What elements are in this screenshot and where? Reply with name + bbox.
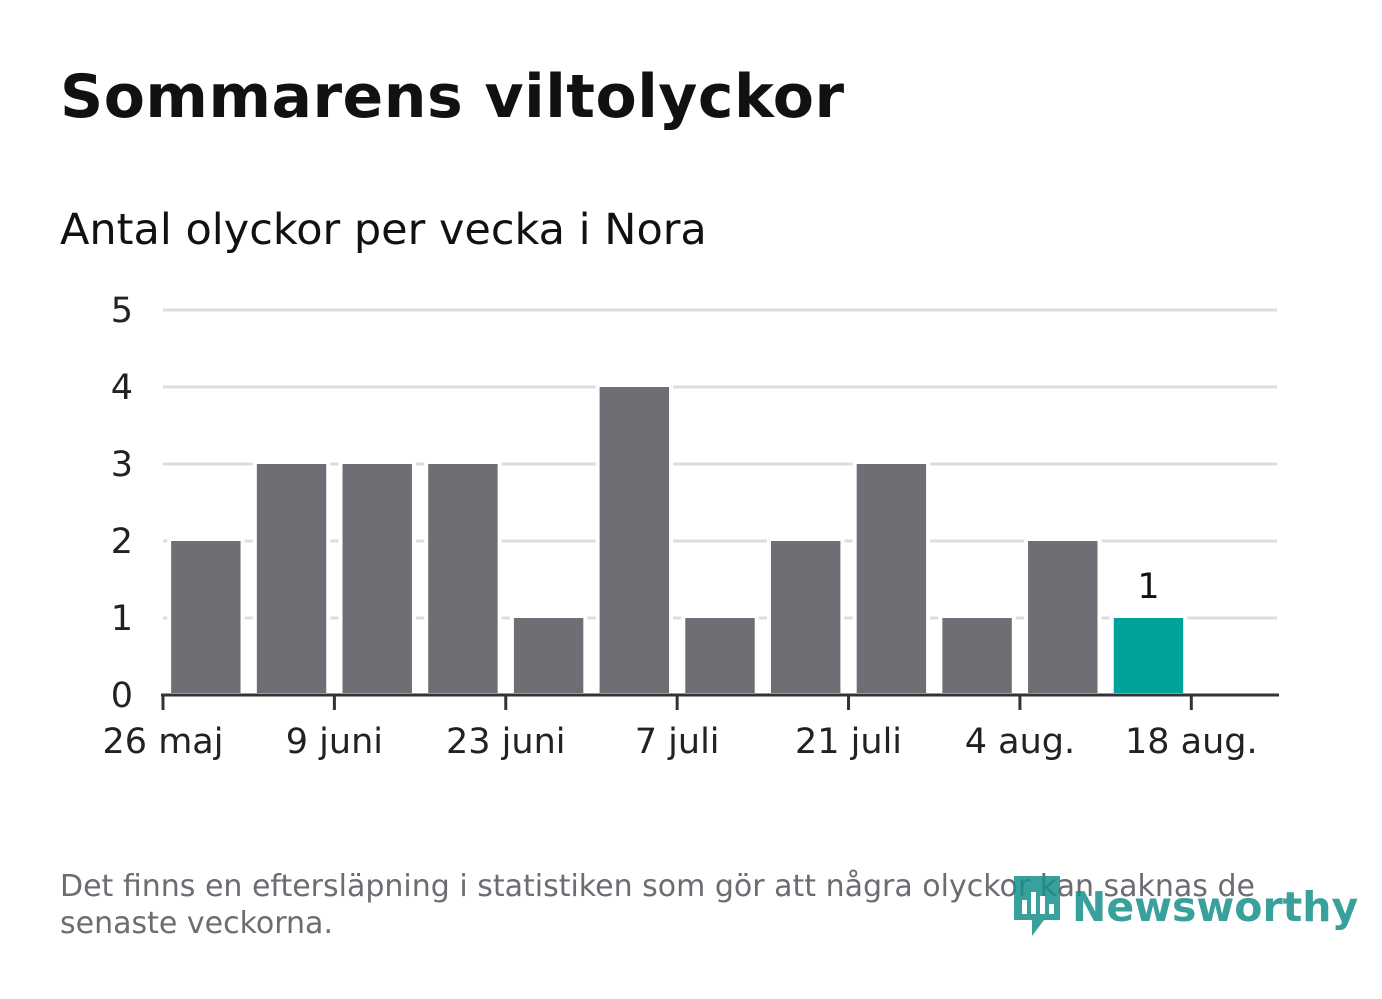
bar bbox=[685, 618, 755, 693]
axes: 0 1 2 3 4 5 26 maj 9 juni 23 juni 7 juli 21 juli 4 … bbox=[103, 291, 1279, 762]
bars bbox=[167, 383, 1188, 695]
bar bbox=[342, 464, 412, 693]
x-tick-label: 23 juni bbox=[446, 722, 565, 762]
logo-text: Newsworthy bbox=[1072, 883, 1359, 931]
bar bbox=[256, 464, 327, 693]
y-tick-label: 5 bbox=[111, 291, 133, 331]
x-tick-label: 9 juni bbox=[286, 722, 383, 762]
bar bbox=[1028, 541, 1098, 693]
y-tick-label: 3 bbox=[111, 445, 133, 485]
bar bbox=[770, 541, 841, 693]
newsworthy-logo: Newsworthy bbox=[1010, 872, 1358, 942]
x-tick-label: 7 juli bbox=[635, 722, 720, 762]
bar-chart-icon bbox=[1014, 876, 1060, 936]
bar bbox=[942, 618, 1012, 693]
bar bbox=[599, 387, 670, 693]
y-tick-label: 2 bbox=[111, 522, 133, 562]
x-tick-label: 4 aug. bbox=[965, 722, 1075, 762]
x-tick-label: 26 maj bbox=[103, 722, 224, 762]
x-tick-label: 18 aug. bbox=[1125, 722, 1258, 762]
x-tick-label: 21 juli bbox=[795, 722, 902, 762]
data-labels: 1 bbox=[1137, 567, 1159, 607]
chart-subtitle: Antal olyckor per vecka i Nora bbox=[60, 205, 707, 255]
data-label: 1 bbox=[1137, 567, 1159, 607]
y-tick-label: 1 bbox=[111, 599, 133, 639]
bar bbox=[428, 464, 498, 693]
chart-title: Sommarens viltolyckor bbox=[60, 62, 845, 132]
bar bbox=[171, 541, 241, 693]
y-tick-label: 0 bbox=[111, 676, 133, 716]
y-tick-label: 4 bbox=[111, 368, 133, 408]
bar-highlight bbox=[1113, 618, 1184, 693]
bar bbox=[513, 618, 584, 693]
bar bbox=[856, 464, 927, 693]
